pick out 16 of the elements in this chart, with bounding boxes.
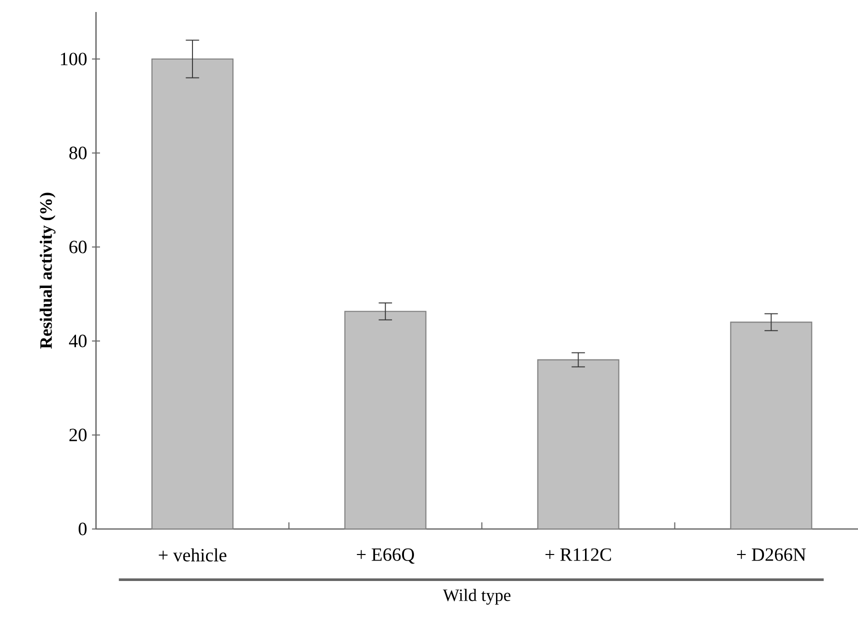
bar xyxy=(151,58,234,530)
bar xyxy=(344,310,426,530)
x-tick-label: + R112C xyxy=(546,548,611,561)
y-tick-label: 80 xyxy=(69,146,87,160)
x-tick-label: + vehicle xyxy=(158,548,226,562)
y-tick-label: 20 xyxy=(69,428,87,442)
bar xyxy=(730,322,812,530)
x-tick-label: + D266N xyxy=(737,548,806,561)
y-tick-label: 0 xyxy=(78,522,87,536)
x-tick-label: + E66Q xyxy=(356,548,414,564)
y-tick-label: 60 xyxy=(69,240,87,254)
y-tick-label: 100 xyxy=(60,52,87,66)
y-axis-title: Residual activity (%) xyxy=(40,192,56,349)
y-tick-label: 40 xyxy=(68,334,87,348)
x-axis-title: Wild type xyxy=(442,588,510,605)
bar xyxy=(537,359,620,530)
